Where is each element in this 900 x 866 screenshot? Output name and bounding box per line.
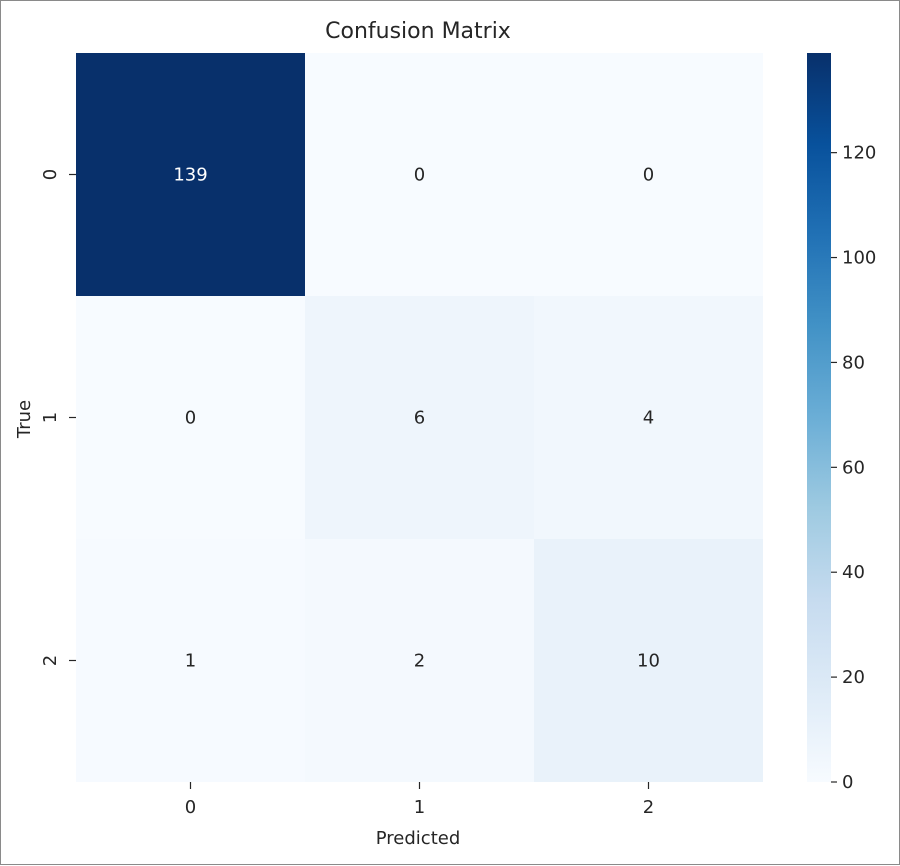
colorbar-tick-label: 0 (842, 772, 853, 793)
cell-value-label: 2 (414, 651, 425, 672)
x-tick-label: 0 (185, 797, 196, 818)
colorbar-tick-label: 100 (842, 248, 876, 269)
x-axis-label: Predicted (376, 828, 461, 849)
y-tick-label: 0 (40, 169, 61, 180)
heatmap-cell-0-1 (305, 53, 534, 296)
x-axis-ticks: 0 1 2 (185, 782, 654, 818)
y-axis-label: True (14, 400, 35, 439)
heatmap-cell-2-0 (76, 539, 305, 782)
y-tick-label: 2 (40, 655, 61, 666)
cell-value-label: 1 (185, 651, 196, 672)
cell-value-label: 10 (637, 651, 660, 672)
colorbar-tick-label: 20 (842, 667, 865, 688)
colorbar-ticks: 0 20 40 60 80 100 120 (831, 143, 876, 793)
cell-value-label: 6 (414, 408, 425, 429)
x-tick-label: 2 (643, 797, 654, 818)
colorbar (807, 53, 831, 782)
heatmap-cell-2-2 (534, 539, 763, 782)
heatmap-cell-1-0 (76, 296, 305, 539)
heatmap-cell-1-1 (305, 296, 534, 539)
cell-value-label: 139 (173, 165, 207, 186)
heatmap-cell-1-2 (534, 296, 763, 539)
cell-value-label: 4 (643, 408, 654, 429)
cell-value-label: 0 (643, 165, 654, 186)
colorbar-tick-label: 120 (842, 143, 876, 164)
heatmap-cell-0-2 (534, 53, 763, 296)
cell-value-label: 0 (414, 165, 425, 186)
heatmap-cell-2-1 (305, 539, 534, 782)
colorbar-tick-label: 40 (842, 562, 865, 583)
chart-title: Confusion Matrix (325, 19, 511, 44)
colorbar-tick-label: 60 (842, 457, 865, 478)
cell-value-label: 0 (185, 408, 196, 429)
x-tick-label: 1 (414, 797, 425, 818)
colorbar-tick-label: 80 (842, 352, 865, 373)
y-axis-ticks: 0 1 2 (40, 169, 76, 666)
heatmap-cell-0-0 (76, 53, 305, 296)
heatmap-grid: 139 0 0 0 6 4 1 2 10 (76, 53, 763, 782)
y-tick-label: 1 (40, 412, 61, 423)
